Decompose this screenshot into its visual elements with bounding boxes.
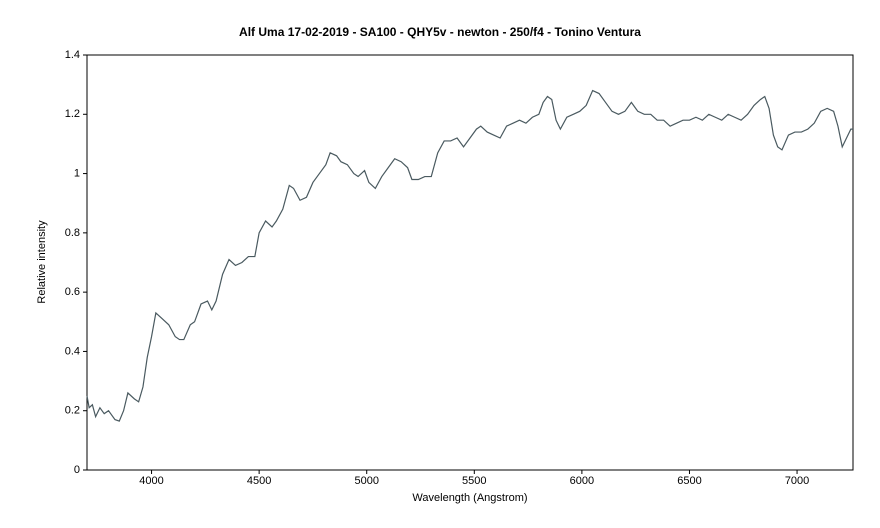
y-tick-label: 0 xyxy=(74,464,80,476)
y-tick-label: 0.6 xyxy=(65,286,80,298)
chart-title: Alf Uma 17-02-2019 - SA100 - QHY5v - new… xyxy=(239,25,641,39)
x-tick-label: 5000 xyxy=(354,475,378,487)
y-tick-label: 1.2 xyxy=(65,108,80,120)
x-tick-label: 4000 xyxy=(139,475,163,487)
spectrum-line xyxy=(86,89,853,422)
y-tick-label: 1.4 xyxy=(65,49,80,61)
plot-frame xyxy=(86,54,854,471)
x-tick-label: 6500 xyxy=(677,475,701,487)
y-tick-label: 1 xyxy=(74,167,80,179)
x-tick-label: 6000 xyxy=(570,475,594,487)
y-tick-label: 0.4 xyxy=(65,345,80,357)
y-axis-label: Relative intensity xyxy=(36,220,48,304)
x-tick-label: 7000 xyxy=(785,475,809,487)
y-tick-label: 0.8 xyxy=(65,227,80,239)
x-axis-label: Wavelength (Angstrom) xyxy=(412,492,527,504)
x-tick-label: 5500 xyxy=(462,475,486,487)
y-tick-label: 0.2 xyxy=(65,405,80,417)
x-tick-label: 4500 xyxy=(247,475,271,487)
